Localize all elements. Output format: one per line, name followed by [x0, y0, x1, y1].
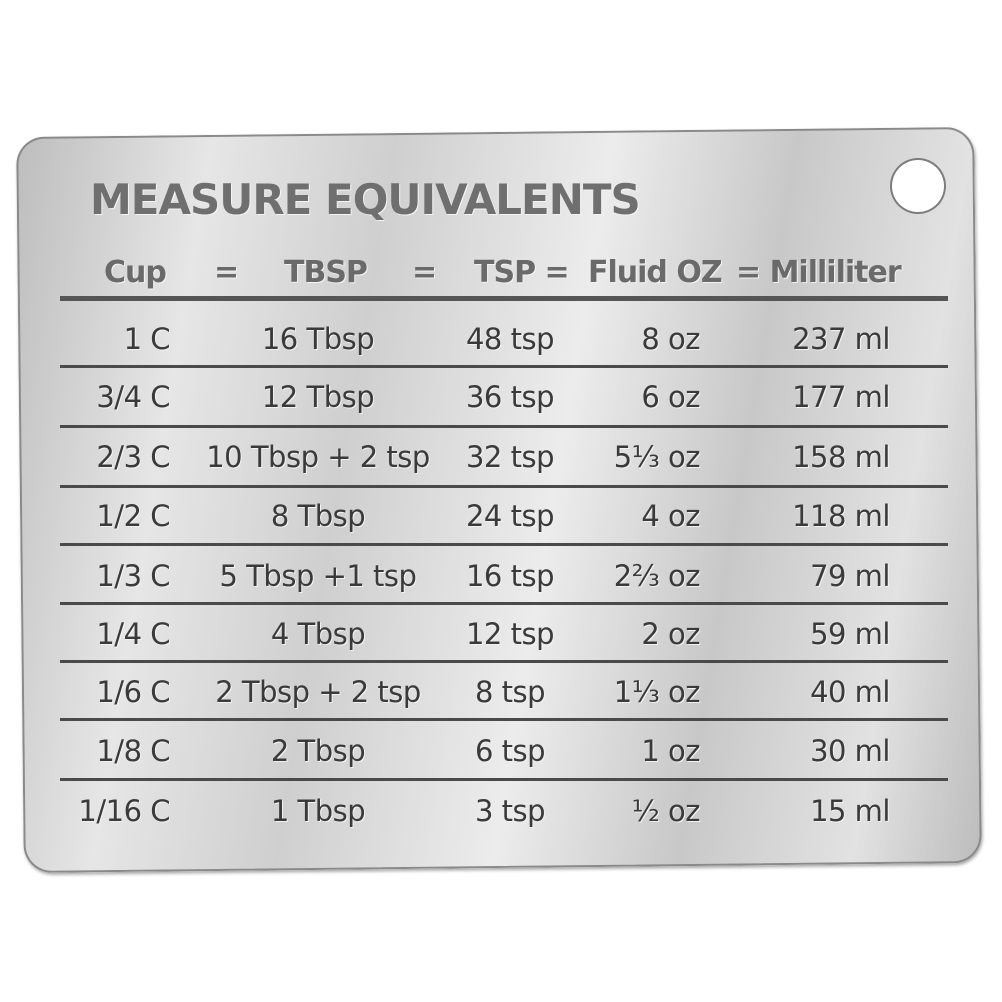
cell-ml: 79 ml — [810, 559, 890, 593]
cell-cup: 1/2 C — [96, 499, 170, 533]
cell-ml: 177 ml — [792, 380, 890, 414]
cell-tsp: 8 tsp — [474, 675, 546, 709]
cell-tbsp: 10 Tbsp + 2 tsp — [206, 440, 430, 474]
cell-ml: 59 ml — [810, 617, 890, 651]
cell-cup: 1/6 C — [96, 675, 170, 709]
row-divider — [60, 660, 948, 663]
cell-cup: 1/8 C — [96, 734, 170, 768]
row-divider — [60, 718, 948, 721]
cell-cup: 1/4 C — [96, 617, 170, 651]
cell-oz: 4 oz — [641, 499, 700, 533]
header-divider — [60, 296, 948, 301]
cell-oz: 6 oz — [641, 380, 700, 414]
cell-ml: 15 ml — [810, 794, 890, 828]
row-divider — [60, 543, 948, 546]
cell-oz: 8 oz — [641, 322, 700, 356]
cell-tbsp: 5 Tbsp +1 tsp — [219, 559, 417, 593]
cell-cup: 1 C — [123, 322, 171, 356]
header-equals: = — [412, 255, 437, 290]
cell-ml: 158 ml — [792, 440, 890, 474]
cell-tbsp: 4 Tbsp — [270, 617, 366, 651]
cell-tbsp: 12 Tbsp — [261, 380, 375, 414]
cell-oz: 1 oz — [641, 734, 700, 768]
cell-tbsp: 16 Tbsp — [261, 322, 375, 356]
cell-tsp: 36 tsp — [465, 380, 555, 414]
cell-tsp: 16 tsp — [465, 559, 555, 593]
row-divider — [60, 485, 948, 488]
cell-tsp: 3 tsp — [474, 794, 546, 828]
cell-oz: 2 oz — [641, 617, 700, 651]
cell-cup: 1/3 C — [96, 559, 170, 593]
header-cup: Cup — [104, 255, 167, 290]
cell-cup: 3/4 C — [96, 380, 170, 414]
header-equals: = — [214, 255, 239, 290]
cell-oz: 1⅓ oz — [613, 675, 701, 709]
header-milliliter: = Milliliter — [736, 255, 902, 290]
row-divider — [60, 425, 948, 428]
cell-tsp: 12 tsp — [465, 617, 555, 651]
header-tsp: TSP = — [474, 255, 570, 290]
hanging-hole — [892, 160, 944, 212]
cell-tsp: 24 tsp — [465, 499, 555, 533]
cell-tbsp: 2 Tbsp + 2 tsp — [215, 675, 421, 709]
cell-tbsp: 2 Tbsp — [270, 734, 366, 768]
header-tbsp: TBSP — [284, 255, 368, 290]
cell-cup: 2/3 C — [96, 440, 170, 474]
cell-oz: ½ oz — [631, 794, 701, 828]
row-divider — [60, 365, 948, 368]
cell-tbsp: 1 Tbsp — [270, 794, 366, 828]
cell-ml: 30 ml — [810, 734, 890, 768]
cell-oz: 5⅓ oz — [613, 440, 701, 474]
header-fluid-oz: Fluid OZ — [588, 255, 723, 290]
cell-cup: 1/16 C — [78, 794, 170, 828]
cell-ml: 118 ml — [792, 499, 890, 533]
cell-tsp: 48 tsp — [465, 322, 555, 356]
cell-oz: 2⅔ oz — [613, 559, 701, 593]
cell-tsp: 6 tsp — [474, 734, 546, 768]
cell-tsp: 32 tsp — [465, 440, 555, 474]
cell-tbsp: 8 Tbsp — [270, 499, 366, 533]
title: MEASURE EQUIVALENTS — [90, 175, 641, 224]
cell-ml: 237 ml — [792, 322, 890, 356]
row-divider — [60, 602, 948, 605]
cell-ml: 40 ml — [810, 675, 890, 709]
row-divider — [60, 778, 948, 781]
